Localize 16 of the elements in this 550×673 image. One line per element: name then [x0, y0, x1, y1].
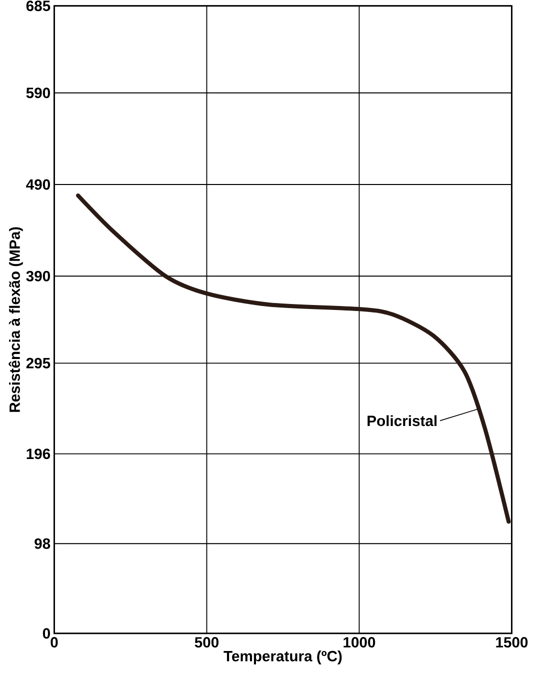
y-tick-label: 685 — [26, 0, 50, 12]
y-tick-label: 196 — [26, 448, 50, 460]
y-tick-label: 590 — [26, 88, 50, 98]
line-series — [76, 193, 511, 524]
y-axis-title: Resistência à flexão (MPa) — [8, 227, 23, 412]
x-tick-label: 1500 — [496, 637, 528, 648]
annotation: Policristal — [368, 415, 437, 426]
x-axis-title: Temperatura (ºC) — [224, 650, 342, 664]
x-tick-label: 1000 — [344, 637, 376, 648]
x-tick-label: 0 — [50, 637, 58, 648]
y-tick-label: 98 — [34, 538, 50, 549]
x-tick-label: 500 — [194, 637, 219, 648]
y-tick-label: 0 — [43, 628, 50, 639]
y-tick-label: 295 — [26, 358, 50, 368]
y-tick-label: 490 — [26, 179, 50, 190]
y-tick-label: 390 — [26, 270, 50, 282]
